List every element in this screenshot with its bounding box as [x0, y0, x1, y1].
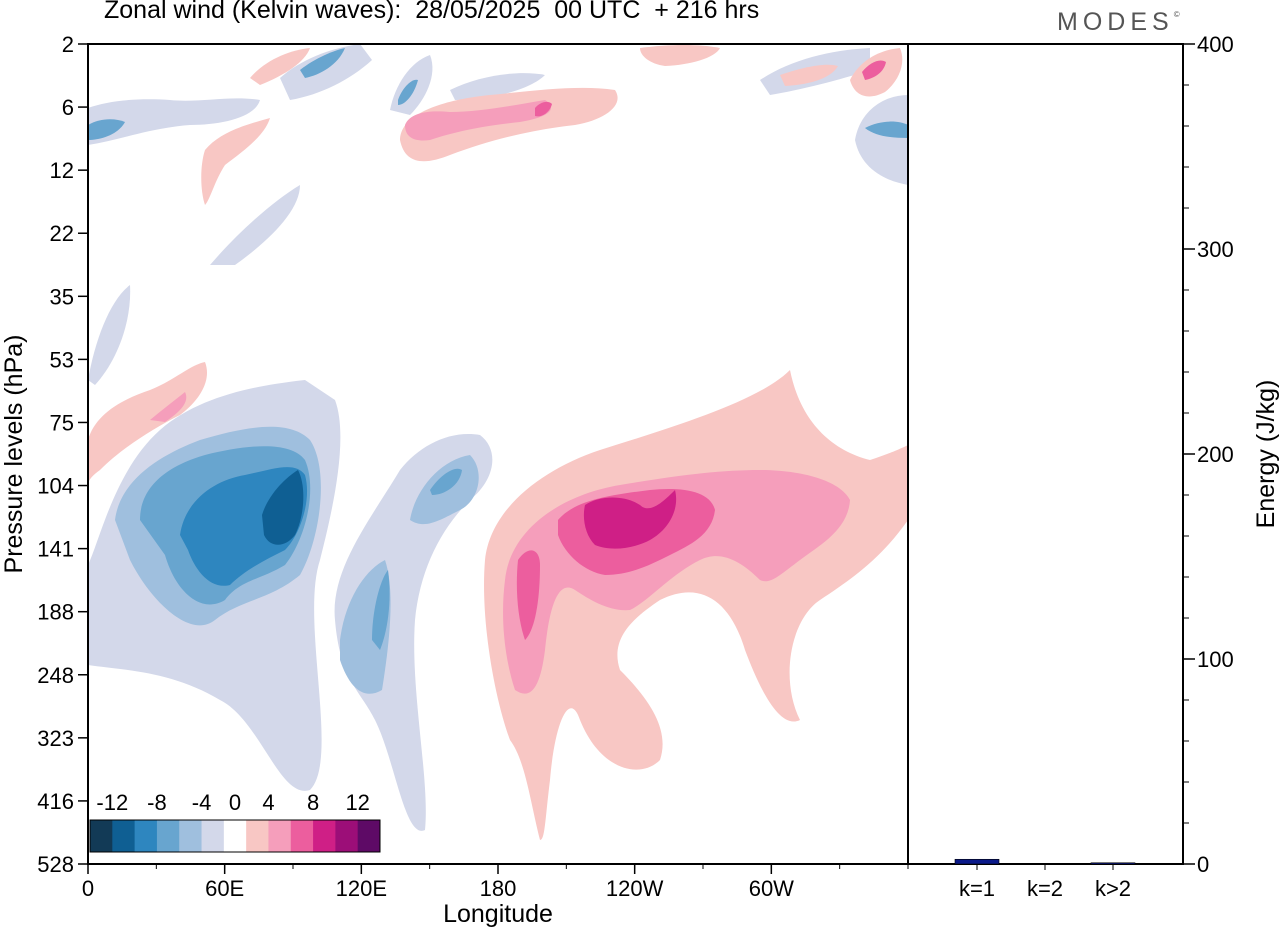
bar-category-label: k=2: [1027, 876, 1063, 901]
x-tick-label: 180: [480, 876, 517, 901]
y-axis: 2 6 12 22 35 53 75 104 141 188 248 323 416 528: [37, 32, 88, 877]
colorbar-swatch: [156, 820, 180, 852]
colorbar-swatch: [223, 820, 247, 852]
contour-positive-strat-band-8: [535, 101, 552, 117]
colorbar-swatch: [134, 820, 158, 852]
colorbar-swatch: [357, 820, 381, 852]
x-axis-title: Longitude: [443, 900, 553, 928]
contour-strat-negative-band-6: [855, 95, 908, 185]
contour-positive-lower-left: [88, 362, 208, 485]
y-tick-label: 188: [37, 600, 74, 625]
zonal-wind-contour-field: [88, 44, 908, 864]
y-tick-label: 2: [62, 32, 74, 57]
contour-positive-10-core: [583, 490, 677, 549]
colorbar-frame: [89, 819, 381, 853]
y-tick-label: 248: [37, 663, 74, 688]
colorbar: -12 -8 -4 0 4 8 12: [89, 790, 381, 853]
y-tick-label: 323: [37, 726, 74, 751]
colorbar-swatch: [90, 820, 113, 852]
energy-tick-label: 100: [1197, 647, 1234, 672]
chart-title: Zonal wind (Kelvin waves): 28/05/2025 00…: [104, 0, 760, 24]
energy-bars: k=1 k=2 k>2: [954, 858, 1136, 901]
colorbar-swatch: [246, 820, 269, 852]
x-tick-label: 120E: [336, 876, 387, 901]
energy-tick-label: 200: [1197, 442, 1234, 467]
bar-category-label: k=1: [959, 876, 995, 901]
contour-positive-strat-band-6: [405, 100, 551, 141]
energy-bar: [1090, 862, 1136, 865]
colorbar-swatch: [201, 820, 225, 852]
y-tick-label: 6: [62, 95, 74, 120]
energy-tick-label: 300: [1197, 237, 1234, 262]
energy-axis-title: Energy (J/kg): [1252, 380, 1280, 529]
y-tick-label: 75: [50, 410, 74, 435]
contour-negative-midlevel-weak: [334, 434, 493, 831]
colorbar-label: -4: [192, 790, 212, 815]
y-tick-label: 22: [50, 221, 74, 246]
colorbar-label: -8: [147, 790, 167, 815]
x-tick-label: 60E: [205, 876, 244, 901]
contour-positive-strat-small: [780, 64, 838, 86]
y-tick-label: 12: [50, 158, 74, 183]
contour-strat-negative-core-2: [300, 48, 345, 78]
colorbar-swatch: [112, 820, 136, 852]
y-tick-label: 141: [37, 537, 74, 562]
modes-logo: MODES©: [1057, 8, 1180, 37]
energy-tick-label: 400: [1197, 32, 1234, 57]
y-tick-label: 104: [37, 474, 74, 499]
energy-bar: [954, 858, 1000, 865]
contour-positive-10: [516, 550, 540, 640]
bar-panel-frame: [907, 43, 1184, 865]
bar-category-label: k>2: [1095, 876, 1131, 901]
energy-tick-label: 0: [1197, 852, 1209, 877]
colorbar-swatch: [313, 820, 336, 852]
colorbar-swatch: [290, 820, 314, 852]
x-tick-label: 60W: [749, 876, 794, 901]
y-tick-label: 35: [50, 284, 74, 309]
colorbar-swatch: [179, 820, 203, 852]
contour-negative-upper-130E: [430, 468, 462, 495]
energy-axis: 0 100 200 300 400: [1183, 32, 1234, 877]
colorbar-swatch: [268, 820, 292, 852]
x-axis: 0 60E 120E 180 120W 60W: [82, 864, 909, 901]
contour-strat-negative-band-8: [210, 185, 300, 265]
x-tick-label: 0: [82, 876, 94, 901]
colorbar-label: -12: [96, 790, 128, 815]
colorbar-label: 0: [229, 790, 241, 815]
contour-positive-strat-band: [400, 87, 618, 162]
contour-negative-12: [262, 470, 304, 545]
contour-strat-negative-core-4: [865, 121, 908, 138]
contour-strat-negative-band-7: [88, 285, 131, 385]
contour-positive-strat-left: [201, 118, 270, 205]
contour-positive-strat-top-left: [250, 48, 310, 85]
colorbar-label: 8: [307, 790, 319, 815]
y-tick-label: 416: [37, 789, 74, 814]
contour-strat-negative-band-2: [280, 44, 372, 100]
x-tick-label: 120W: [606, 876, 664, 901]
contour-strat-negative-band-4: [450, 73, 545, 100]
contour-strat-negative-core-1: [88, 119, 125, 140]
y-tick-label: 528: [37, 852, 74, 877]
colorbar-label: 12: [345, 790, 369, 815]
logo-text: MODES: [1057, 8, 1174, 36]
contour-negative-midlevel-10: [372, 570, 390, 650]
contour-positive-strat-right-8: [862, 60, 886, 80]
contour-positive-strat-top: [640, 45, 720, 66]
copyright-mark: ©: [1173, 10, 1180, 19]
contour-positive-lower-left-6: [150, 392, 187, 422]
y-axis-title: Pressure levels (hPa): [0, 335, 28, 574]
contour-negative-midlevel-8: [340, 560, 391, 694]
colorbar-label: 4: [262, 790, 274, 815]
contour-strat-negative-band-1: [88, 98, 260, 145]
colorbar-swatch: [335, 820, 359, 852]
y-tick-label: 53: [50, 347, 74, 372]
contour-strat-negative-core-3: [398, 79, 418, 105]
